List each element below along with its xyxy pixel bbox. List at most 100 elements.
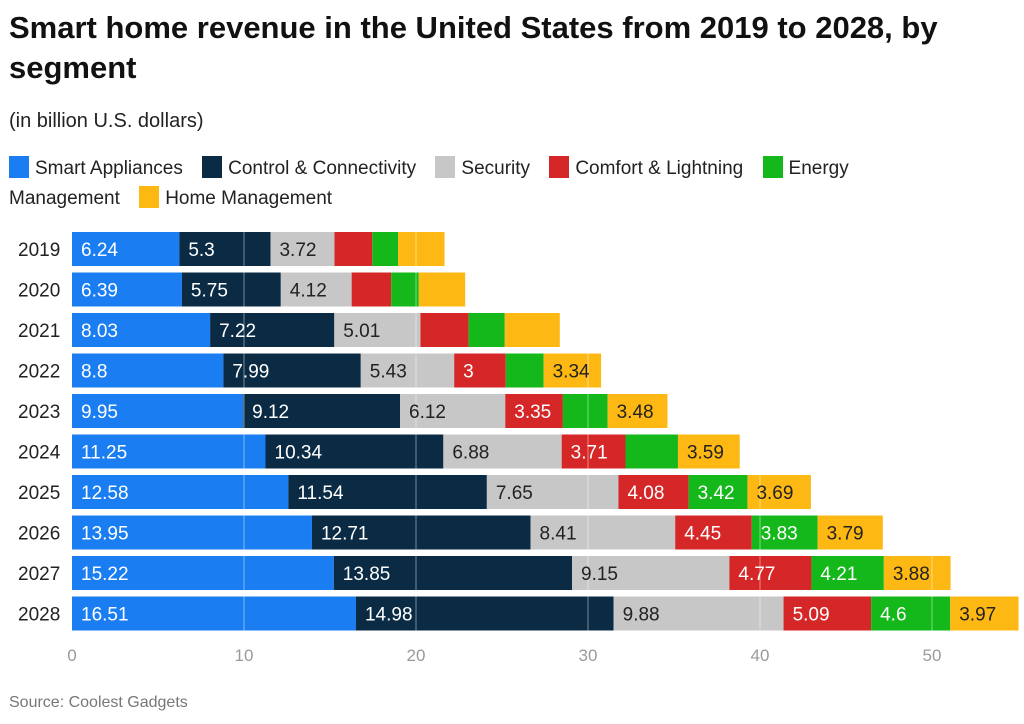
data-label: 4.21	[820, 564, 857, 585]
bar-segment	[72, 353, 224, 388]
y-tick-label: 2023	[18, 402, 60, 423]
chart-title: Smart home revenue in the United States …	[9, 10, 938, 85]
data-label: 3.35	[514, 402, 551, 423]
y-tick-label: 2025	[18, 483, 60, 504]
bar-segment	[72, 475, 289, 509]
y-tick-label: 2028	[18, 605, 60, 626]
data-label: 3.59	[687, 443, 724, 464]
bar-segment	[675, 515, 752, 550]
bar-segment	[562, 394, 608, 428]
data-label: 12.71	[321, 524, 369, 545]
bar-segment	[454, 353, 506, 388]
legend-label: Comfort & Lightning	[575, 158, 744, 179]
legend-swatch	[9, 156, 29, 178]
bar-segment	[210, 313, 335, 347]
bar-segment	[561, 434, 626, 469]
x-tick-label: 50	[923, 646, 942, 665]
legend-label: Home Management	[165, 188, 333, 209]
bar-segment	[360, 353, 455, 388]
y-tick-label: 2020	[18, 281, 60, 302]
bar-segment	[270, 232, 335, 266]
bar-segment	[265, 434, 444, 469]
data-label: 12.58	[81, 483, 129, 504]
data-label: 11.54	[297, 483, 344, 504]
legend-item-control-connectivity: Control & Connectivity	[202, 156, 417, 179]
data-label: 6.24	[81, 240, 118, 261]
y-tick-label: 2024	[18, 443, 61, 464]
bar-segment	[72, 313, 211, 347]
bar-segment	[751, 515, 818, 550]
bar-segment	[72, 272, 182, 307]
legend-item-comfort-lightning: Comfort & Lightning	[549, 156, 744, 179]
y-tick-label: 2022	[18, 362, 60, 383]
bar-segment	[72, 515, 312, 550]
bar-segment	[398, 232, 445, 266]
bar-segment	[391, 272, 419, 307]
data-label: 3.48	[617, 402, 654, 423]
bar-segment	[420, 313, 469, 347]
data-label: 6.88	[452, 443, 489, 464]
data-label: 14.98	[365, 605, 413, 626]
bar-segment	[505, 394, 563, 428]
legend-swatch	[549, 156, 570, 178]
bar-segment	[72, 394, 244, 428]
bar-segment	[572, 556, 730, 590]
data-label: 3.42	[698, 483, 735, 504]
data-label: 3	[463, 362, 474, 383]
bar-segment	[243, 394, 401, 428]
data-label: 13.95	[81, 524, 129, 545]
bar-segment	[729, 556, 812, 590]
legend-label: Smart Appliances	[35, 158, 183, 179]
data-label: 9.15	[581, 564, 618, 585]
bar-segment	[817, 515, 883, 550]
bar-segment	[333, 556, 573, 590]
gridlines-layer	[243, 222, 933, 637]
data-label: 3.34	[553, 362, 590, 383]
legend-label: Control & Connectivity	[228, 158, 417, 179]
y-tick-label: 2026	[18, 524, 60, 545]
data-label: 3.88	[893, 564, 930, 585]
bar-segment	[280, 272, 352, 307]
labels-layer: 2019 6.24 5.3 3.72 2020 6.39 5.75 4.12 2021 8.03 7…	[18, 240, 996, 665]
bar-segment	[625, 434, 678, 469]
bar-segment	[613, 596, 784, 631]
x-tick-label: 20	[407, 646, 426, 665]
legend-swatch	[435, 156, 456, 178]
legend-item-smart-appliances: Smart Appliances	[9, 156, 183, 179]
bar-segment	[179, 232, 271, 266]
bar-segment	[334, 313, 421, 347]
data-label: 8.41	[540, 524, 577, 545]
data-label: 5.43	[370, 362, 407, 383]
bar-segment	[530, 515, 676, 550]
bar-segment	[334, 232, 373, 266]
data-label: 4.45	[684, 524, 721, 545]
data-label: 3.69	[756, 483, 793, 504]
bar-segment	[72, 556, 334, 590]
data-label: 7.22	[219, 321, 256, 342]
data-label: 5.01	[343, 321, 380, 342]
data-label: 16.51	[81, 605, 129, 626]
data-label: 11.25	[81, 443, 127, 464]
bar-segment	[181, 272, 281, 307]
bar-segment	[355, 596, 614, 631]
chart-subtitle: (in billion U.S. dollars)	[9, 110, 204, 132]
legend-swatch	[202, 156, 223, 178]
bar-segment	[72, 596, 356, 631]
data-label: 4.08	[627, 483, 664, 504]
chart-legend: Smart Appliances Control & Connectivity …	[9, 154, 969, 214]
bar-segment	[311, 515, 531, 550]
data-label: 9.95	[81, 402, 118, 423]
data-label: 3.97	[959, 605, 996, 626]
bar-segment	[443, 434, 562, 469]
data-label: 5.75	[191, 281, 228, 302]
y-tick-label: 2021	[18, 321, 60, 342]
data-label: 15.22	[81, 564, 129, 585]
data-label: 4.77	[738, 564, 775, 585]
legend-swatch	[762, 156, 783, 178]
data-label: 6.12	[409, 402, 446, 423]
bar-segment	[504, 313, 560, 347]
bar-segment	[688, 475, 748, 509]
bar-segment	[72, 232, 180, 266]
legend-item-home-management: Home Management	[139, 186, 333, 209]
bar-segment	[618, 475, 689, 509]
